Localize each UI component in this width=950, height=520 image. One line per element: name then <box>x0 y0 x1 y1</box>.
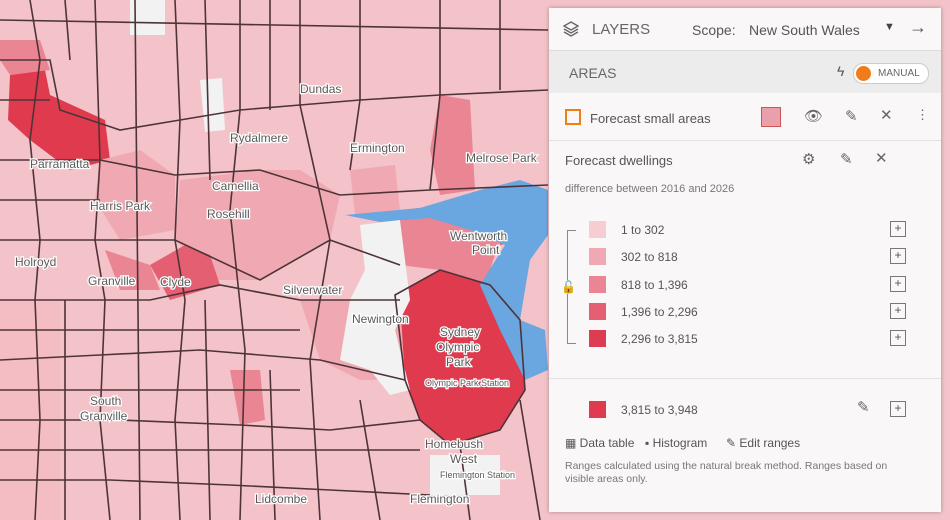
place-label: West <box>450 452 478 466</box>
remove-layer-button[interactable]: ✕ <box>880 107 893 124</box>
place-label: Rosehill <box>207 207 250 221</box>
layer-style-button[interactable] <box>761 107 781 127</box>
place-label: Melrose Park <box>466 151 538 165</box>
place-label: Silverwater <box>283 283 342 297</box>
layers-panel: LAYERS Scope: New South Wales ▼ → AREAS … <box>549 8 941 512</box>
place-label: Camellia <box>212 179 259 193</box>
legend-label: 302 to 818 <box>621 250 678 265</box>
indicator-title: Forecast dwellings <box>565 153 673 168</box>
add-range-button[interactable]: + <box>890 401 906 417</box>
close-panel-button[interactable]: → <box>909 17 927 37</box>
visibility-button[interactable]: 👁 <box>804 108 824 125</box>
panel-title: LAYERS <box>592 21 651 38</box>
place-label: Olympic <box>436 340 479 354</box>
scope-label: Scope: <box>692 22 736 38</box>
legend-swatch <box>589 401 606 418</box>
scope-value[interactable]: New South Wales <box>749 22 860 38</box>
layer-name: Forecast small areas <box>590 111 711 126</box>
settings-button[interactable]: ⚙ <box>802 151 816 168</box>
place-label: Holroyd <box>15 255 56 269</box>
link-text: Data table <box>579 436 635 450</box>
scope-dropdown[interactable]: ▼ <box>884 21 895 33</box>
place-label: Granville <box>88 274 136 288</box>
boundaries <box>0 0 549 520</box>
place-label: Clyde <box>160 275 191 289</box>
edit-indicator-button[interactable]: ✎ <box>840 151 853 168</box>
place-label: Ermington <box>350 141 405 155</box>
add-range-button[interactable]: + <box>890 330 906 347</box>
link-text: Histogram <box>652 436 708 450</box>
data-table-link[interactable]: ▦ Data table <box>565 436 635 450</box>
place-label: Rydalmere <box>230 131 288 145</box>
place-label: Olympic Park Station <box>425 378 509 388</box>
ranges-note: Ranges calculated using the natural brea… <box>565 460 888 485</box>
add-range-button[interactable]: + <box>890 248 906 265</box>
areas-bar: AREAS ϟ MANUAL <box>549 51 941 93</box>
legend-swatch <box>589 330 606 348</box>
layer-row: Forecast small areas 👁 ✎ ✕ ⋮ <box>549 95 941 141</box>
edit-range-button[interactable]: ✎ <box>857 399 870 416</box>
place-label: Newington <box>352 312 409 326</box>
water <box>345 180 548 380</box>
edit-layer-button[interactable]: ✎ <box>845 108 858 125</box>
legend-label: 3,815 to 3,948 <box>621 403 698 417</box>
toggle-knob <box>856 66 871 81</box>
add-range-button[interactable]: + <box>890 275 906 292</box>
remove-indicator-button[interactable]: ✕ <box>875 150 888 167</box>
layers-icon <box>563 21 579 37</box>
place-label: Parramatta <box>30 157 90 171</box>
place-label: Flemington Station <box>440 470 515 480</box>
place-label: Granville <box>80 409 128 423</box>
place-label: Wentworth <box>450 229 507 243</box>
mode-toggle[interactable]: MANUAL <box>853 63 929 84</box>
place-label: Dundas <box>300 82 341 96</box>
legend-swatch <box>589 248 606 266</box>
place-label: Sydney <box>440 325 480 339</box>
lock-icon[interactable]: 🔓 <box>561 280 576 294</box>
place-label: Harris Park <box>90 199 151 213</box>
histogram-link[interactable]: ▪ Histogram <box>645 436 708 450</box>
legend-swatch <box>589 302 606 320</box>
lightning-icon: ϟ <box>837 63 845 79</box>
indicator-subtitle: difference between 2016 and 2026 <box>565 183 735 195</box>
place-label: Lidcombe <box>255 492 307 506</box>
legend-label: 818 to 1,396 <box>621 277 688 292</box>
link-text: Edit ranges <box>739 436 801 450</box>
legend-swatch <box>589 221 606 238</box>
edit-ranges-link[interactable]: ✎ Edit ranges <box>726 436 801 450</box>
place-label: Flemington <box>410 492 469 506</box>
legend-label: 1 to 302 <box>621 223 665 237</box>
layer-menu-button[interactable]: ⋮ <box>916 107 929 122</box>
divider <box>549 378 941 379</box>
place-label: Park <box>446 355 472 369</box>
legend-swatch <box>589 275 606 293</box>
add-range-button[interactable]: + <box>890 221 906 237</box>
legend-label: 2,296 to 3,815 <box>621 332 698 347</box>
parkland <box>130 0 500 495</box>
legend-label: 1,396 to 2,296 <box>621 304 698 319</box>
place-label: Homebush <box>425 437 483 451</box>
areas-title: AREAS <box>569 65 617 81</box>
place-label: Point <box>472 243 500 257</box>
add-range-button[interactable]: + <box>890 302 906 319</box>
panel-header: LAYERS Scope: New South Wales ▼ → <box>549 8 941 51</box>
mode-label: MANUAL <box>878 68 920 79</box>
place-label: South <box>90 394 121 408</box>
layer-checkbox[interactable] <box>565 109 581 125</box>
